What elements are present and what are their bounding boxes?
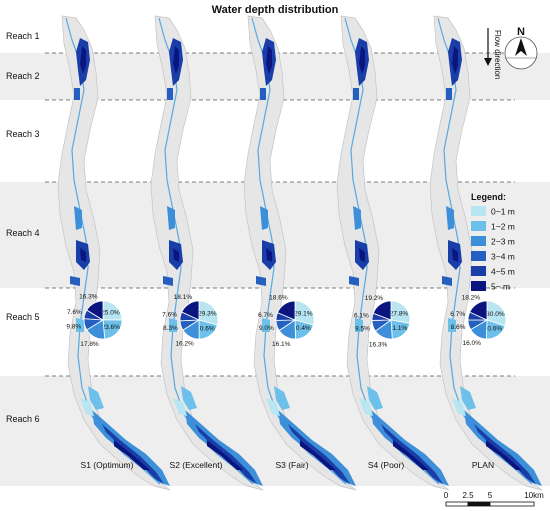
pie-label-5: 6.7% bbox=[450, 311, 465, 318]
scale-bar: 0 2.5 5 10km bbox=[444, 491, 544, 507]
pie-label-2: 20.6% bbox=[484, 326, 503, 333]
pie-label-4: 9.8% bbox=[66, 323, 81, 330]
scenario-label-3: S3 (Fair) bbox=[275, 460, 308, 470]
north-arrow: N bbox=[504, 26, 538, 70]
reach-label-2: Reach 2 bbox=[6, 71, 40, 81]
scenario-label-2: S2 (Excellent) bbox=[170, 460, 223, 470]
legend-swatch-4 bbox=[471, 251, 486, 261]
legend-label-6: 5~ m bbox=[491, 282, 510, 292]
pie-label-5: 6.7% bbox=[258, 312, 273, 319]
pie-slice-6 bbox=[469, 300, 488, 321]
reach-label-4: Reach 4 bbox=[6, 228, 40, 238]
pie-chart-5: 30.0% 20.6%16.0% 8.6% 6.7% 18.2% bbox=[450, 294, 507, 347]
compass-circle bbox=[504, 36, 538, 70]
pie-slice-1 bbox=[390, 300, 411, 324]
pie-label-3: 16.3% bbox=[369, 341, 388, 348]
pie-chart-2: 29.3% 20.6% 16.2% 8.3% 7.6% 18.1% bbox=[162, 294, 219, 348]
pie-label-3: 16.1% bbox=[272, 341, 291, 348]
flow-direction-indicator: Flow direction bbox=[484, 28, 502, 79]
pie-label-6: 18.2% bbox=[462, 294, 481, 301]
pie-label-4: 8.6% bbox=[451, 324, 466, 331]
pie-chart-4: 27.8% 21.1% 16.3% 9.5% 6.1% 19.2% bbox=[354, 295, 411, 348]
pie-slice-6 bbox=[276, 300, 296, 321]
pie-slice-6 bbox=[181, 300, 200, 321]
legend-swatch-6 bbox=[471, 281, 486, 291]
legend-swatch-3 bbox=[471, 236, 486, 246]
legend-swatch-2 bbox=[471, 221, 486, 231]
scenario-label-5: PLAN bbox=[472, 460, 494, 470]
pie-label-3: 16.0% bbox=[462, 340, 481, 347]
flow-arrow-icon bbox=[484, 58, 492, 66]
pie-label-2: 20.6% bbox=[196, 325, 215, 332]
pie-slice-1 bbox=[198, 300, 219, 326]
pie-label-6: 18.6% bbox=[269, 295, 288, 302]
legend-label-4: 3~4 m bbox=[491, 252, 515, 262]
figure-title: Water depth distribution bbox=[212, 4, 339, 16]
flow-direction-label: Flow direction bbox=[493, 30, 502, 79]
pie-label-6: 16.3% bbox=[79, 294, 98, 301]
pie-label-3: 17.8% bbox=[80, 341, 99, 348]
north-arrow-icon bbox=[515, 38, 527, 56]
scale-tick-10km: 10km bbox=[524, 491, 544, 500]
reach-label-3: Reach 3 bbox=[6, 129, 40, 139]
legend-label-2: 1~2 m bbox=[491, 222, 515, 232]
legend-label-1: 0~1 m bbox=[491, 207, 515, 217]
scale-tick-0: 0 bbox=[444, 491, 449, 500]
north-label: N bbox=[517, 26, 525, 38]
legend-label-5: 4~5 m bbox=[491, 267, 515, 277]
legend-swatch-5 bbox=[471, 266, 486, 276]
pie-label-1: 25.0% bbox=[101, 310, 120, 317]
reach-label-6: Reach 6 bbox=[6, 414, 40, 424]
pie-label-1: 27.8% bbox=[390, 310, 409, 317]
pie-label-5: 7.6% bbox=[67, 309, 82, 316]
legend-swatch-1 bbox=[471, 206, 486, 216]
pie-label-6: 19.2% bbox=[365, 295, 384, 302]
pie-chart-3: 29.1% 20.4% 16.1% 9.0% 6.7% 18.6% bbox=[258, 295, 315, 348]
pie-label-5: 6.1% bbox=[354, 312, 369, 319]
pie-label-4: 9.5% bbox=[355, 325, 370, 332]
pie-label-3: 16.2% bbox=[175, 341, 194, 348]
pie-label-2: 21.1% bbox=[389, 325, 408, 332]
legend: Legend: 0~1 m 1~2 m 2~3 m 3~4 m 4~5 m 5~ m bbox=[471, 192, 515, 292]
pie-slice-1 bbox=[294, 300, 315, 326]
reach-label-1: Reach 1 bbox=[6, 31, 40, 41]
scale-tick-2-5: 2.5 bbox=[462, 491, 474, 500]
legend-label-3: 2~3 m bbox=[491, 237, 515, 247]
pie-label-6: 18.1% bbox=[174, 294, 193, 301]
pie-label-2: 20.4% bbox=[292, 325, 311, 332]
pie-label-5: 7.6% bbox=[162, 312, 177, 319]
pie-label-4: 8.3% bbox=[163, 325, 178, 332]
scale-tick-5: 5 bbox=[488, 491, 493, 500]
scenario-label-4: S4 (Poor) bbox=[368, 460, 405, 470]
pie-slice-6 bbox=[372, 300, 392, 321]
pie-label-1: 30.0% bbox=[486, 311, 505, 318]
pie-label-4: 9.0% bbox=[259, 325, 274, 332]
scenario-label-1: S1 (Optimum) bbox=[81, 460, 134, 470]
reach-label-5: Reach 5 bbox=[6, 312, 40, 322]
pie-slice-6 bbox=[86, 300, 104, 321]
pie-label-1: 29.3% bbox=[198, 311, 217, 318]
pie-label-1: 29.1% bbox=[294, 311, 313, 318]
pie-slice-1 bbox=[102, 300, 123, 321]
pie-chart-1: 25.0% 23.6% 17.8% 9.8% 7.6% 16.3% bbox=[66, 294, 123, 348]
legend-title: Legend: bbox=[471, 192, 506, 202]
pie-label-2: 23.6% bbox=[101, 324, 120, 331]
pie-slice-1 bbox=[486, 300, 507, 327]
